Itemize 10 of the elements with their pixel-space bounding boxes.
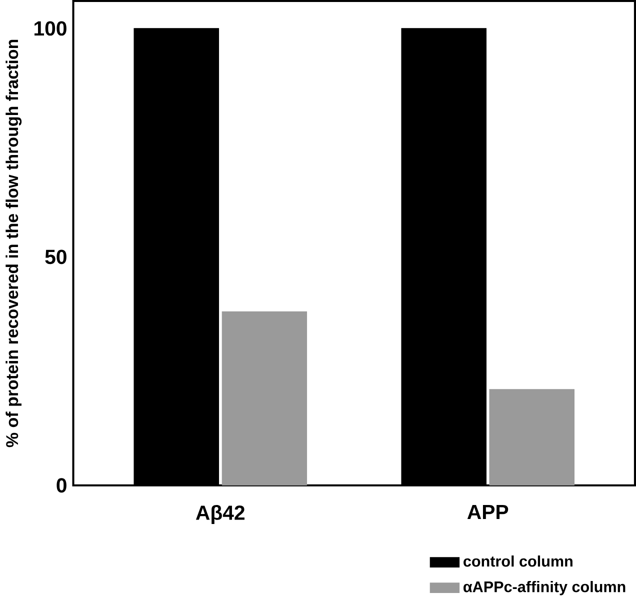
bar (489, 388, 575, 486)
bar (222, 311, 308, 486)
x-tick-label: APP (467, 504, 508, 519)
y-tick-label: 0 (56, 478, 66, 492)
y-axis-title: % of protein recovered in the flow through fraction (6, 40, 22, 447)
y-tick-label: 100 (34, 21, 66, 36)
legend-label: αAPPc-affinity column (464, 580, 626, 596)
legend-label: control column (464, 555, 572, 567)
y-tick-label: 50 (45, 249, 66, 264)
x-tick-label: Aβ42 (196, 504, 244, 524)
